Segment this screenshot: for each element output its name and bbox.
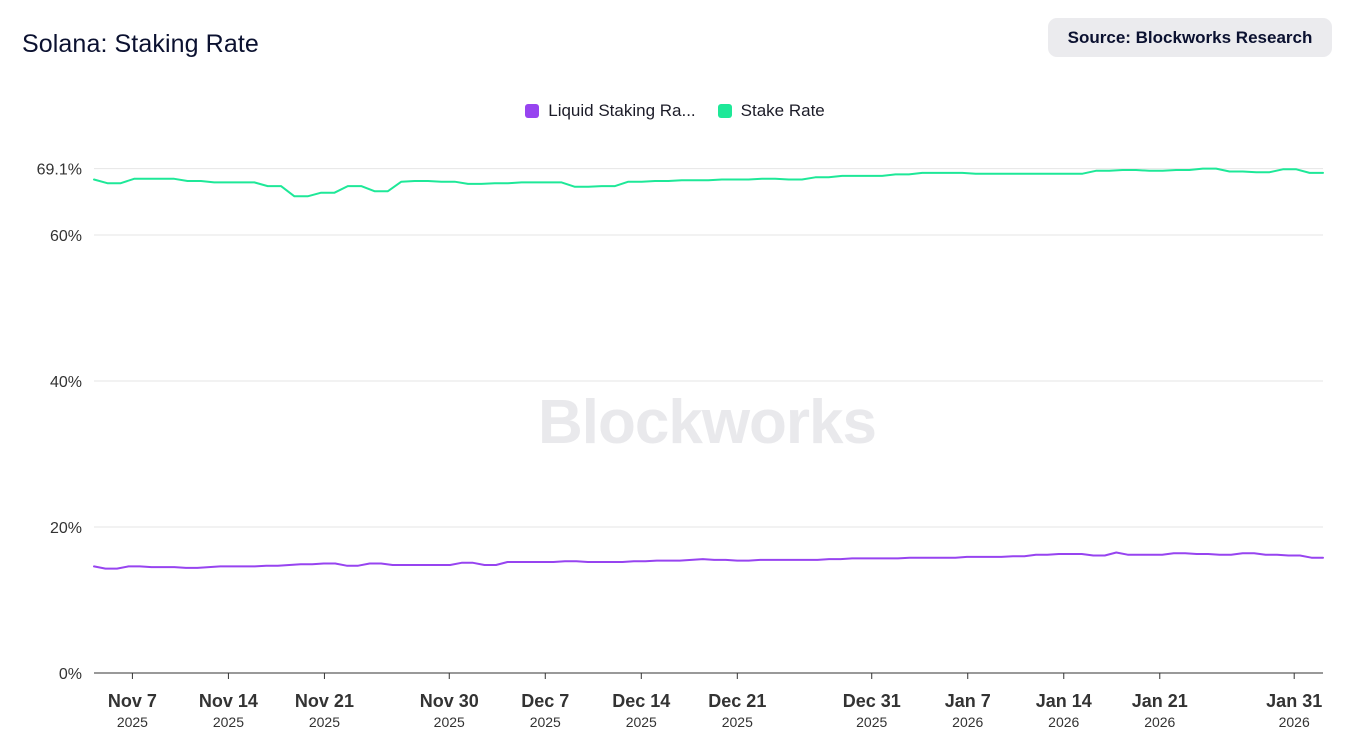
x-tick-label: Jan 21 (1132, 691, 1188, 711)
x-tick-label: Nov 14 (199, 691, 258, 711)
legend: Liquid Staking Ra... Stake Rate (0, 101, 1350, 121)
watermark: Blockworks (538, 388, 876, 457)
x-tick-year: 2025 (530, 714, 561, 730)
y-tick-label: 40% (50, 374, 82, 391)
x-tick-year: 2025 (117, 714, 148, 730)
legend-swatch-stake (717, 104, 732, 118)
x-tick-label: Dec 21 (708, 691, 766, 711)
x-tick-year: 2026 (1279, 714, 1310, 730)
legend-label-stake: Stake Rate (740, 101, 825, 120)
x-tick-year: 2025 (626, 714, 657, 730)
x-tick-label: Jan 7 (945, 691, 991, 711)
legend-item-stake-rate[interactable]: Stake Rate (717, 101, 825, 121)
x-tick-label: Dec 7 (521, 691, 569, 711)
y-tick-label: 0% (59, 666, 82, 683)
x-tick-year: 2026 (1048, 714, 1079, 730)
x-tick-label: Dec 31 (843, 691, 901, 711)
x-tick-label: Jan 31 (1266, 691, 1322, 711)
x-tick-label: Jan 14 (1036, 691, 1092, 711)
x-tick-year: 2026 (1144, 714, 1175, 730)
legend-swatch-liquid (525, 104, 540, 118)
x-tick-label: Nov 7 (108, 691, 157, 711)
x-tick-year: 2025 (722, 714, 753, 730)
x-tick-label: Nov 30 (420, 691, 479, 711)
chart-title: Solana: Staking Rate (22, 30, 259, 58)
legend-item-liquid-staking-rate[interactable]: Liquid Staking Ra... (525, 101, 696, 121)
x-tick-year: 2025 (434, 714, 465, 730)
legend-label-liquid: Liquid Staking Ra... (548, 101, 696, 120)
series-line-liquid-staking-rate (93, 551, 1324, 570)
x-tick-year: 2025 (213, 714, 244, 730)
y-tick-label: 69.1% (37, 162, 82, 179)
x-tick-label: Nov 21 (295, 691, 354, 711)
source-badge: Source: Blockworks Research (1048, 18, 1332, 57)
x-tick-year: 2026 (952, 714, 983, 730)
series-line-stake-rate (93, 167, 1324, 198)
y-tick-label: 20% (50, 520, 82, 537)
x-tick-year: 2025 (309, 714, 340, 730)
x-tick-label: Dec 14 (612, 691, 670, 711)
y-tick-label: 60% (50, 228, 82, 245)
x-tick-year: 2025 (856, 714, 887, 730)
